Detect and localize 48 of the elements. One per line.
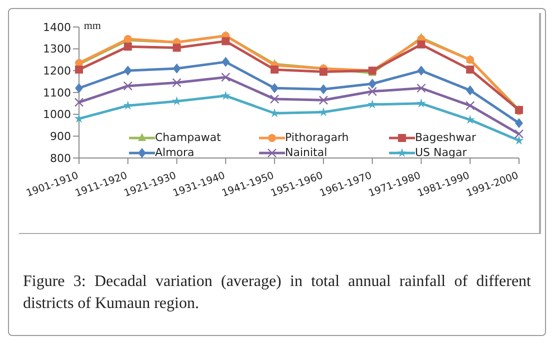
legend-label: Champawat: [155, 131, 221, 144]
point: [172, 63, 181, 74]
point: [416, 98, 426, 108]
point: [124, 42, 132, 51]
point: [270, 94, 280, 104]
point: [222, 56, 230, 67]
point: [270, 66, 279, 74]
point: [416, 84, 426, 93]
point: [123, 81, 132, 91]
point: [124, 66, 132, 76]
point: [515, 118, 523, 128]
point: [417, 40, 426, 48]
y-tick-label: 1300: [43, 42, 71, 56]
point: [172, 44, 181, 52]
point: [368, 100, 378, 109]
point: [466, 101, 475, 110]
y-tick-label: 1000: [43, 108, 71, 122]
point: [75, 66, 83, 74]
point: [514, 129, 524, 139]
y-axis-title: mm: [84, 20, 102, 32]
legend-label: Pithoragarh: [285, 131, 349, 144]
point: [172, 78, 182, 88]
legend-label: US Nagar: [415, 146, 467, 159]
point: [74, 98, 84, 107]
y-tick-label: 900: [50, 130, 71, 144]
y-tick-label: 1100: [43, 86, 71, 100]
caption: Figure 3: Decadal variation (average) in total annual rainfall of different districts of Kumaun region.: [23, 272, 531, 314]
legend-label: Almora: [155, 146, 194, 159]
point: [270, 83, 279, 94]
legend-label: Nainital: [285, 146, 328, 159]
point: [318, 96, 328, 105]
y-tick-label: 800: [50, 152, 71, 165]
point: [368, 86, 377, 96]
point: [466, 85, 474, 96]
point: [222, 37, 230, 46]
point: [319, 84, 328, 94]
point: [220, 90, 230, 100]
y-tick-label: 1400: [43, 20, 71, 34]
point: [123, 100, 133, 110]
point: [172, 96, 182, 106]
point: [368, 78, 376, 89]
point: [75, 83, 83, 94]
y-tick-label: 1200: [43, 64, 71, 78]
point: [417, 66, 426, 76]
legend-label: Bageshwar: [415, 131, 476, 144]
point: [221, 72, 230, 82]
point: [466, 66, 474, 74]
point: [319, 68, 328, 76]
